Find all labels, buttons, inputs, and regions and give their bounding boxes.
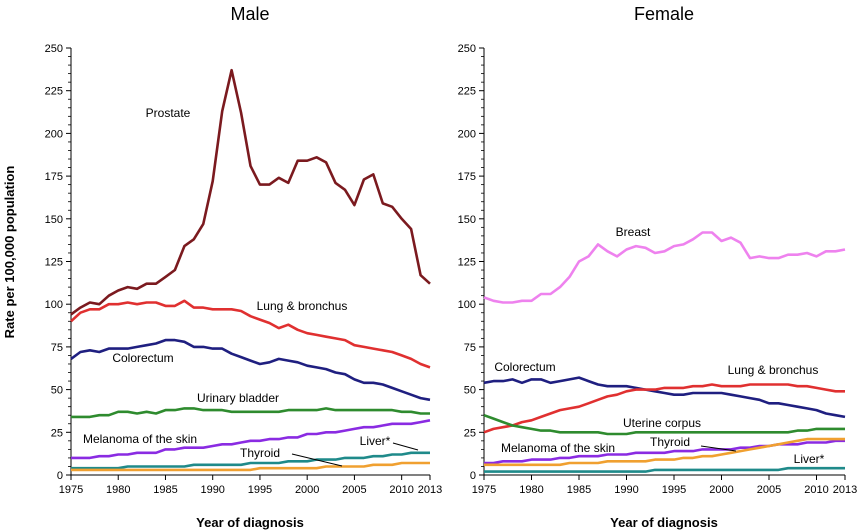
series-line-male-colorectum xyxy=(70,338,431,402)
x-axis-label-male: Year of diagnosis xyxy=(196,515,304,530)
series-line-female-colorectum xyxy=(483,376,846,419)
y-tick-label-female: 225 xyxy=(458,86,476,98)
label-leader-male-thyroid xyxy=(291,453,343,467)
series-line-male-urinary-bladder xyxy=(71,407,430,419)
chart-title-male: Male xyxy=(230,4,269,24)
y-tick-label-male: 75 xyxy=(51,342,63,354)
x-tick-label-male: 1985 xyxy=(153,484,177,496)
x-tick-label-male: 1975 xyxy=(59,484,83,496)
series-line-female-thyroid xyxy=(484,437,845,467)
x-tick-label-male: 2010 xyxy=(389,484,413,496)
series-label-male-liver: Liver* xyxy=(360,434,391,448)
series-label-female-colorectum: Colorectum xyxy=(494,360,555,374)
x-tick-label-female: 2005 xyxy=(757,484,781,496)
series-label-female-thyroid: Thyroid xyxy=(650,435,690,449)
series-label-male-prostate: Prostate xyxy=(146,106,191,120)
series-label-male-thyroid: Thyroid xyxy=(240,446,280,460)
y-tick-label-male: 0 xyxy=(57,470,63,482)
panel-male: Male 0 25 50 75 100 125 150 175 200 225 250 1975 198… xyxy=(45,4,443,496)
y-tick-label-male: 100 xyxy=(45,299,63,311)
y-tick-label-female: 100 xyxy=(458,299,476,311)
panel-female: Female 0 25 50 75 100 125 150 175 200 225 250 1975 1… xyxy=(458,4,858,496)
x-tick-label-male: 2000 xyxy=(295,484,319,496)
x-tick-label-male: 2013 xyxy=(418,484,442,496)
y-tick-label-male: 50 xyxy=(51,385,63,397)
x-tick-label-male: 1980 xyxy=(106,484,130,496)
series-label-female-breast: Breast xyxy=(616,225,651,239)
series-label-male-urinary-bladder: Urinary bladder xyxy=(197,391,279,405)
y-tick-label-male: 25 xyxy=(51,427,63,439)
x-tick-label-male: 1990 xyxy=(200,484,224,496)
x-tick-label-male: 2005 xyxy=(342,484,366,496)
series-line-female-liver xyxy=(484,466,845,473)
x-tick-label-female: 1980 xyxy=(519,484,543,496)
y-tick-label-female: 50 xyxy=(464,385,476,397)
y-tick-label-male: 150 xyxy=(45,214,63,226)
x-tick-label-female: 2013 xyxy=(833,484,857,496)
y-axis-label: Rate per 100,000 population xyxy=(2,166,17,339)
series-label-female-melanoma-of-the-skin: Melanoma of the skin xyxy=(501,441,615,455)
x-tick-label-female: 1975 xyxy=(472,484,496,496)
series-line-male-thyroid xyxy=(71,461,430,472)
y-tick-label-female: 200 xyxy=(458,128,476,140)
x-tick-label-female: 1990 xyxy=(614,484,638,496)
x-tick-label-female: 1985 xyxy=(567,484,591,496)
y-tick-label-female: 250 xyxy=(458,43,476,55)
chart-title-female: Female xyxy=(634,4,694,24)
series-line-male-melanoma-of-the-skin xyxy=(71,419,431,460)
x-tick-label-female: 2010 xyxy=(804,484,828,496)
y-tick-label-female: 150 xyxy=(458,214,476,226)
label-leader-male-liver xyxy=(392,442,419,451)
y-tick-label-male: 175 xyxy=(45,171,63,183)
series-line-female-breast xyxy=(483,231,846,304)
series-line-female-uterine-corpus xyxy=(483,413,845,436)
series-label-male-lung-bronchus: Lung & bronchus xyxy=(257,299,348,313)
series-label-male-melanoma-of-the-skin: Melanoma of the skin xyxy=(83,432,197,446)
x-tick-label-male: 1995 xyxy=(248,484,272,496)
y-tick-label-male: 250 xyxy=(45,43,63,55)
y-tick-label-female: 75 xyxy=(464,342,476,354)
series-label-female-uterine-corpus: Uterine corpus xyxy=(623,416,701,430)
series-label-female-lung-bronchus: Lung & bronchus xyxy=(728,363,819,377)
y-tick-label-female: 175 xyxy=(458,171,476,183)
x-tick-label-female: 2000 xyxy=(709,484,733,496)
x-tick-label-female: 1995 xyxy=(662,484,686,496)
label-leader-female-thyroid xyxy=(700,445,737,452)
series-line-female-lung-bronchus xyxy=(483,383,845,434)
y-tick-label-female: 25 xyxy=(464,427,476,439)
series-line-male-prostate xyxy=(70,68,431,316)
series-line-male-lung-bronchus xyxy=(70,299,431,369)
y-tick-label-male: 225 xyxy=(45,86,63,98)
series-line-male-liver xyxy=(71,451,430,470)
y-tick-label-male: 125 xyxy=(45,257,63,269)
y-tick-label-male: 200 xyxy=(45,128,63,140)
y-tick-label-female: 0 xyxy=(470,470,476,482)
y-tick-label-female: 125 xyxy=(458,257,476,269)
series-label-female-liver: Liver* xyxy=(794,452,825,466)
x-axis-label-female: Year of diagnosis xyxy=(610,515,718,530)
series-label-male-colorectum: Colorectum xyxy=(112,351,173,365)
